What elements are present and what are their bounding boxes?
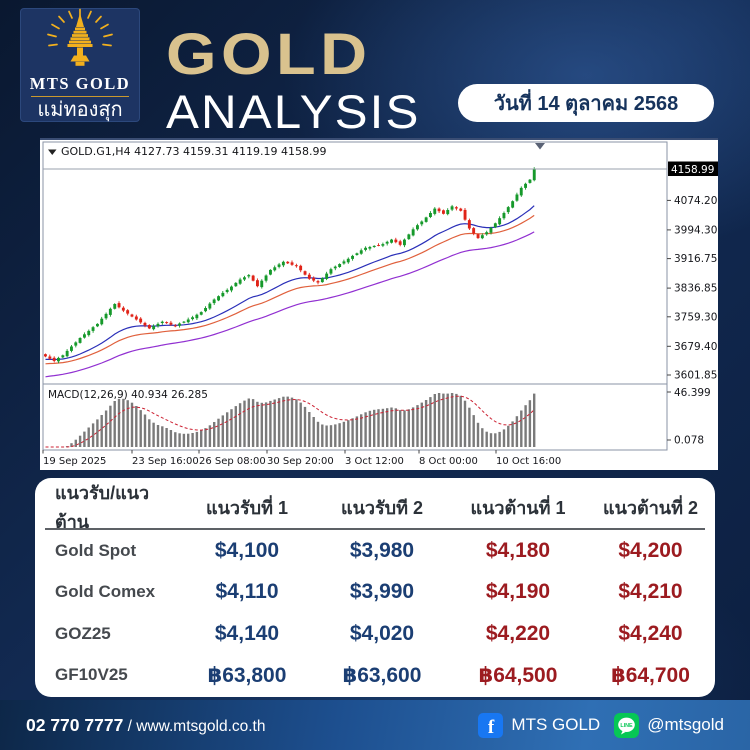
svg-text:f: f bbox=[488, 717, 495, 738]
col-header-support1: แนวรับที่ 1 bbox=[206, 497, 288, 518]
line-label: @mtsgold bbox=[647, 715, 724, 734]
resistance1-value: $4,220 bbox=[485, 621, 551, 645]
svg-text:3759.30: 3759.30 bbox=[674, 311, 717, 323]
table-header-divider bbox=[45, 528, 705, 530]
svg-text:19 Sep 2025: 19 Sep 2025 bbox=[43, 456, 106, 467]
svg-text:0.078: 0.078 bbox=[674, 435, 704, 447]
contact-divider: / bbox=[127, 717, 132, 735]
row-label: Gold Spot bbox=[55, 540, 137, 560]
svg-text:3601.85: 3601.85 bbox=[674, 370, 717, 382]
support1-value: ฿63,800 bbox=[207, 663, 287, 687]
svg-text:3836.85: 3836.85 bbox=[674, 283, 717, 295]
resistance2-value: $4,210 bbox=[618, 580, 683, 604]
support1-value: $4,100 bbox=[214, 538, 280, 562]
svg-text:LINE: LINE bbox=[621, 723, 634, 729]
candlestick-macd-chart: 4158.99 4074.20 3994.30 3916.75 3836.85 3759.… bbox=[40, 140, 718, 468]
svg-text:26 Sep 08:00: 26 Sep 08:00 bbox=[199, 456, 266, 467]
row-label: GOZ25 bbox=[55, 623, 111, 643]
website-url: www.mtsgold.co.th bbox=[136, 717, 266, 735]
svg-text:3679.40: 3679.40 bbox=[674, 341, 717, 353]
mts-gold-logo: MTS GOLD แม่ทองสุก bbox=[20, 8, 140, 122]
resistance1-value: $4,180 bbox=[485, 538, 551, 562]
contact-info: 02 770 7777 / www.mtsgold.co.th bbox=[26, 715, 265, 736]
col-header-levels: แนวรับ/แนวต้าน bbox=[55, 483, 150, 532]
resistance1-value: $4,190 bbox=[485, 580, 551, 604]
resistance2-value: ฿64,700 bbox=[611, 663, 690, 687]
chedi-pagoda-icon bbox=[45, 8, 115, 73]
svg-text:GOLD.G1,H4 4127.73 4159.31 41: GOLD.G1,H4 4127.73 4159.31 4119.19 4158.… bbox=[61, 145, 327, 158]
table-header-row: แนวรับ/แนวต้าน แนวรับที่ 1 แนวรับที 2 แน… bbox=[35, 478, 715, 532]
footer-bar: 02 770 7777 / www.mtsgold.co.th f MTS GO… bbox=[0, 700, 750, 750]
table-row-gf10v25: GF10V25 ฿63,800 ฿63,600 ฿64,500 ฿64,700 bbox=[35, 655, 715, 697]
social-links: f MTS GOLD LINE @mtsgold bbox=[478, 712, 724, 738]
facebook-icon: f bbox=[478, 712, 504, 738]
support1-value: $4,140 bbox=[214, 621, 280, 645]
col-header-support2: แนวรับที 2 bbox=[341, 497, 423, 518]
facebook-label: MTS GOLD bbox=[511, 715, 601, 734]
resistance2-value: $4,240 bbox=[618, 621, 683, 645]
brand-name: MTS GOLD bbox=[29, 74, 131, 93]
svg-text:4158.99: 4158.99 bbox=[671, 164, 714, 176]
row-label: Gold Comex bbox=[55, 582, 156, 602]
support2-value: $3,980 bbox=[349, 538, 415, 562]
brand-divider bbox=[31, 96, 129, 97]
support-resistance-table: แนวรับ/แนวต้าน แนวรับที่ 1 แนวรับที 2 แน… bbox=[35, 478, 715, 697]
svg-text:10 Oct 16:00: 10 Oct 16:00 bbox=[496, 456, 561, 467]
support2-value: $4,020 bbox=[349, 621, 415, 645]
support1-value: $4,110 bbox=[215, 580, 279, 604]
table-row-goz25: GOZ25 $4,140 $4,020 $4,220 $4,240 bbox=[35, 613, 715, 655]
support2-value: $3,990 bbox=[349, 580, 415, 604]
line-icon: LINE bbox=[614, 712, 640, 738]
svg-text:46.399: 46.399 bbox=[674, 387, 711, 399]
phone-number: 02 770 7777 bbox=[26, 714, 124, 735]
table-row-gold-spot: Gold Spot $4,100 $3,980 $4,180 $4,200 bbox=[35, 530, 715, 572]
svg-text:4074.20: 4074.20 bbox=[674, 195, 717, 207]
mt4-gold-chart: 4158.99 4074.20 3994.30 3916.75 3836.85 3759.… bbox=[40, 138, 718, 470]
svg-text:23 Sep 16:00: 23 Sep 16:00 bbox=[132, 456, 199, 467]
svg-text:3916.75: 3916.75 bbox=[674, 253, 717, 265]
col-header-resistance2: แนวต้านที่ 2 bbox=[603, 497, 698, 518]
col-header-resistance1: แนวต้านที่ 1 bbox=[470, 497, 566, 518]
date-badge: วันที่ 14 ตุลาคม 2568 bbox=[458, 84, 714, 122]
support2-value: ฿63,600 bbox=[342, 663, 422, 687]
page-title-gold: GOLD bbox=[166, 22, 372, 87]
table-row-gold-comex: Gold Comex $4,110 $3,990 $4,190 $4,210 bbox=[35, 572, 715, 614]
svg-text:8 Oct 00:00: 8 Oct 00:00 bbox=[419, 456, 478, 467]
svg-text:3 Oct 12:00: 3 Oct 12:00 bbox=[345, 456, 404, 467]
svg-text:MACD(12,26,9) 40.934 26.285: MACD(12,26,9) 40.934 26.285 bbox=[48, 389, 208, 401]
page-title-analysis: ANALYSIS bbox=[166, 85, 421, 138]
svg-text:30 Sep 20:00: 30 Sep 20:00 bbox=[267, 456, 334, 467]
row-label: GF10V25 bbox=[55, 665, 128, 685]
brand-name-thai: แม่ทองสุก bbox=[37, 99, 123, 121]
svg-text:3994.30: 3994.30 bbox=[674, 225, 717, 237]
resistance1-value: ฿64,500 bbox=[478, 663, 558, 687]
resistance2-value: $4,200 bbox=[618, 538, 683, 562]
